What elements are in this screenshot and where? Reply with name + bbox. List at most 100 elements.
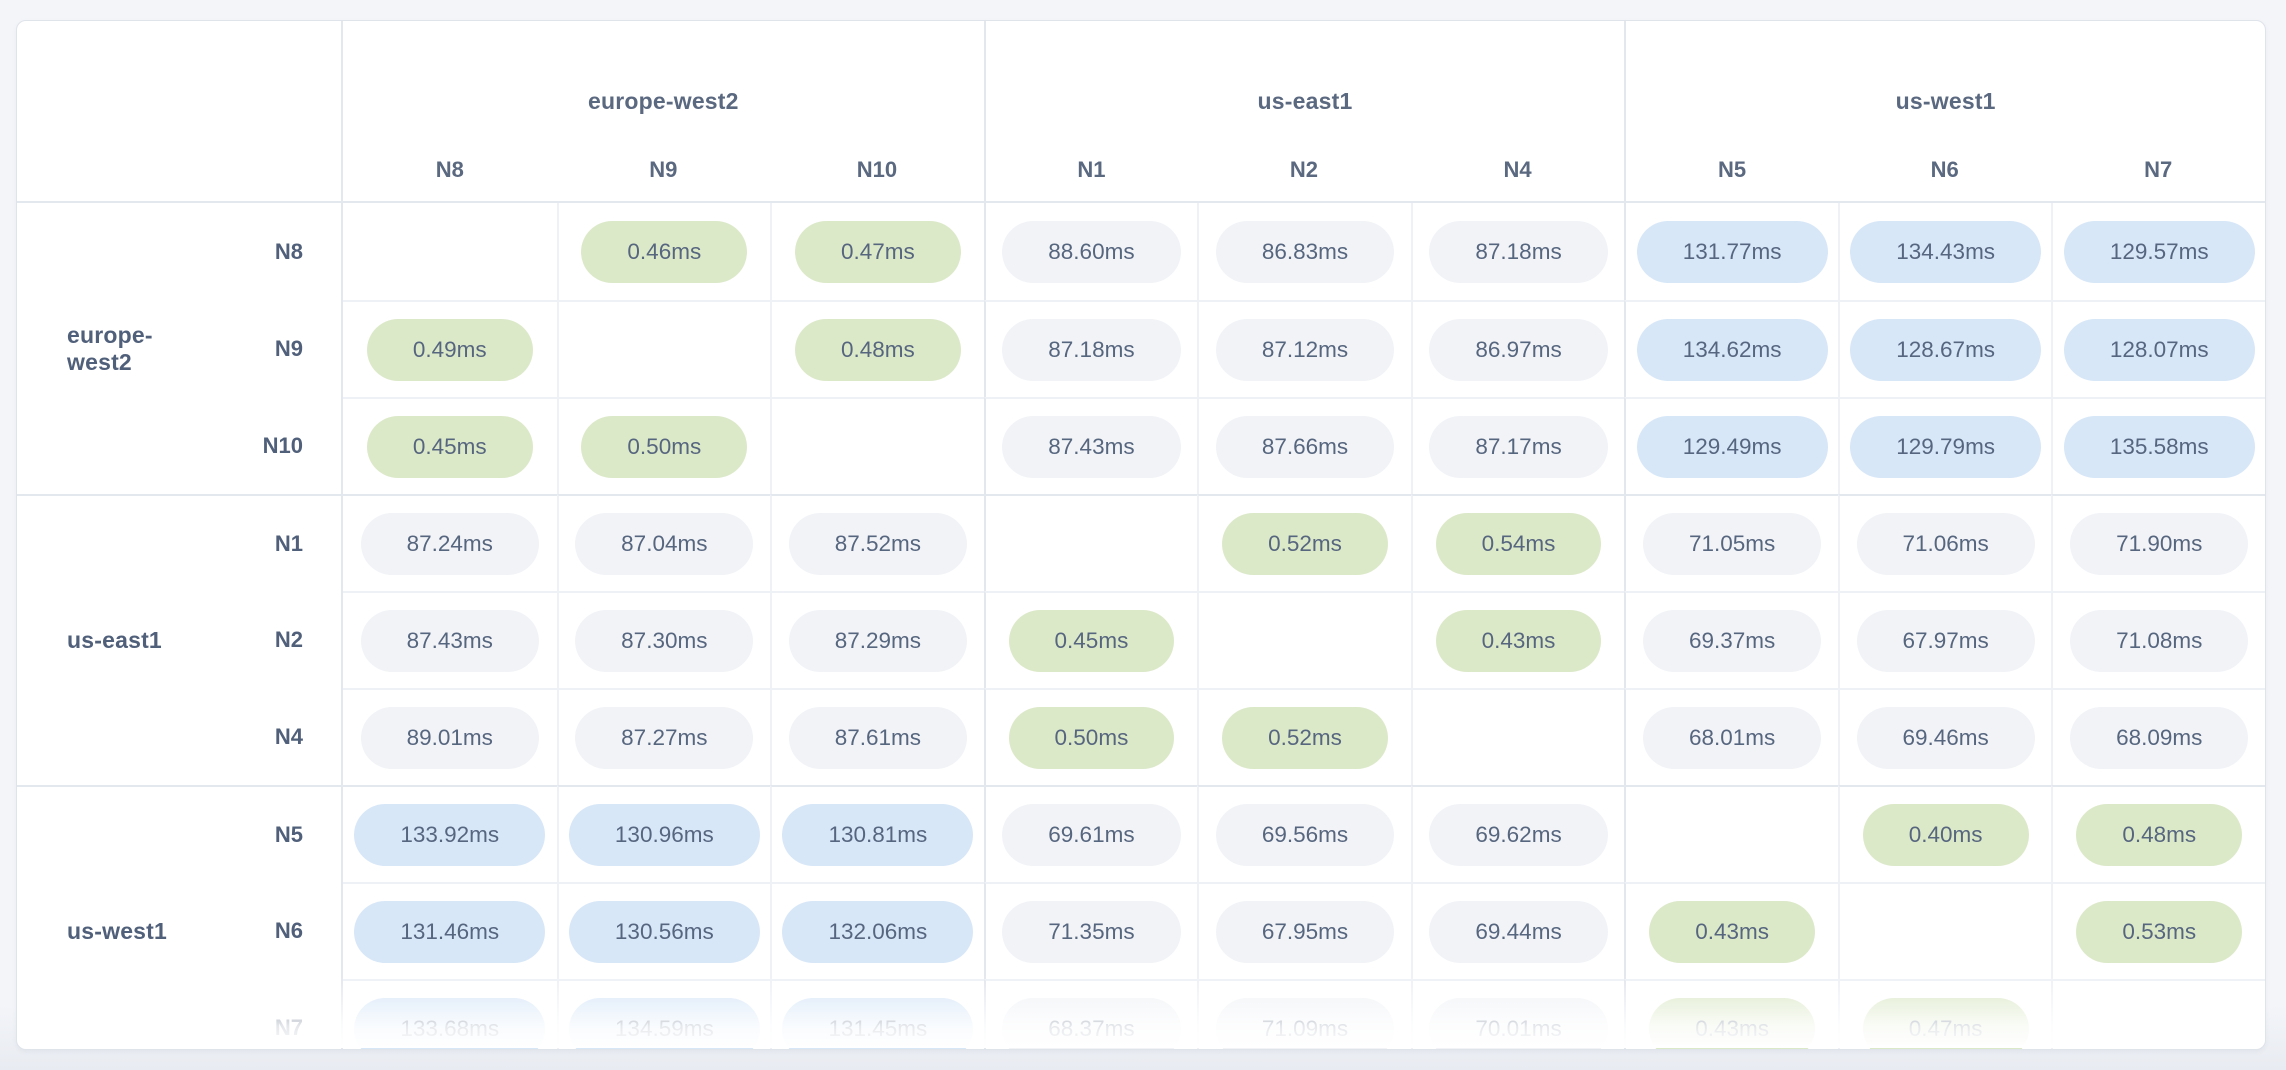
latency-pill: 68.01ms bbox=[1642, 706, 1822, 769]
latency-pill: 68.37ms bbox=[1002, 997, 1181, 1049]
row-node-label: N6 bbox=[274, 918, 303, 944]
latency-pill: 87.27ms bbox=[575, 706, 754, 769]
latency-cell: 133.68ms bbox=[343, 979, 557, 1049]
latency-cell: 0.43ms bbox=[1624, 979, 1838, 1049]
column-group-label: us-east1 bbox=[1257, 88, 1353, 114]
column-node-header: N10 bbox=[770, 139, 984, 203]
latency-pill: 87.29ms bbox=[788, 609, 968, 672]
latency-pill: 69.56ms bbox=[1215, 803, 1395, 866]
latency-pill: 87.12ms bbox=[1215, 318, 1395, 381]
latency-cell: 0.53ms bbox=[2051, 882, 2265, 979]
latency-pill: 134.59ms bbox=[568, 997, 760, 1049]
latency-cell: 69.62ms bbox=[1410, 785, 1625, 882]
latency-pill: 69.61ms bbox=[1002, 803, 1181, 866]
latency-pill: 69.46ms bbox=[1856, 706, 2035, 769]
latency-cell: 68.01ms bbox=[1624, 688, 1838, 785]
latency-pill: 87.66ms bbox=[1215, 415, 1395, 478]
latency-cell: 129.79ms bbox=[1837, 397, 2052, 494]
latency-pill: 0.50ms bbox=[581, 415, 748, 478]
latency-cell bbox=[770, 397, 984, 494]
row-node-label: N10 bbox=[262, 432, 303, 458]
latency-cell: 87.61ms bbox=[770, 688, 984, 785]
latency-pill: 0.50ms bbox=[1008, 706, 1175, 769]
latency-pill: 70.01ms bbox=[1429, 997, 1608, 1049]
column-group-header: europe-west2 bbox=[343, 21, 984, 139]
latency-pill: 0.52ms bbox=[1222, 512, 1388, 575]
row-node-label: N1 bbox=[274, 531, 303, 557]
latency-pill: 67.97ms bbox=[1856, 609, 2035, 672]
latency-pill: 88.60ms bbox=[1002, 220, 1181, 283]
latency-pill: 71.09ms bbox=[1215, 997, 1395, 1049]
latency-cell bbox=[343, 203, 557, 300]
latency-cell: 0.48ms bbox=[770, 300, 984, 397]
column-node-header: N6 bbox=[1837, 139, 2052, 203]
latency-pill: 0.54ms bbox=[1435, 512, 1602, 575]
latency-pill: 131.45ms bbox=[782, 997, 974, 1049]
latency-pill: 89.01ms bbox=[360, 706, 539, 769]
latency-pill: 131.46ms bbox=[354, 900, 546, 963]
latency-cell: 130.96ms bbox=[556, 785, 771, 882]
latency-pill: 133.92ms bbox=[354, 803, 546, 866]
latency-cell: 0.50ms bbox=[556, 397, 771, 494]
latency-cell: 71.35ms bbox=[983, 882, 1198, 979]
column-node-header: N5 bbox=[1624, 139, 1838, 203]
latency-pill: 0.45ms bbox=[1008, 609, 1175, 672]
latency-pill: 131.77ms bbox=[1636, 220, 1828, 283]
latency-matrix-card: europe-west2 N8 N9 N10 us-east1 N1 N2 N4 us-west… bbox=[16, 20, 2266, 1050]
latency-cell: 132.06ms bbox=[770, 882, 984, 979]
latency-cell: 0.45ms bbox=[343, 397, 557, 494]
latency-pill: 128.07ms bbox=[2063, 318, 2255, 381]
latency-cell: 0.54ms bbox=[1410, 494, 1625, 591]
latency-cell: 87.29ms bbox=[770, 591, 984, 688]
latency-cell: 87.18ms bbox=[983, 300, 1198, 397]
latency-pill: 87.04ms bbox=[575, 512, 754, 575]
latency-cell: 133.92ms bbox=[343, 785, 557, 882]
latency-cell: 69.46ms bbox=[1837, 688, 2052, 785]
latency-pill: 134.43ms bbox=[1850, 220, 2042, 283]
latency-cell: 87.04ms bbox=[556, 494, 771, 591]
latency-pill: 0.43ms bbox=[1649, 997, 1815, 1049]
latency-cell: 71.08ms bbox=[2051, 591, 2265, 688]
latency-pill: 87.43ms bbox=[1002, 415, 1181, 478]
latency-cell: 129.49ms bbox=[1624, 397, 1838, 494]
latency-pill: 71.35ms bbox=[1002, 900, 1181, 963]
latency-cell bbox=[1410, 688, 1625, 785]
latency-pill: 130.96ms bbox=[568, 803, 760, 866]
latency-cell: 128.07ms bbox=[2051, 300, 2265, 397]
latency-pill: 129.57ms bbox=[2063, 220, 2255, 283]
latency-pill: 86.83ms bbox=[1215, 220, 1395, 283]
latency-pill: 133.68ms bbox=[354, 997, 546, 1049]
latency-pill: 0.49ms bbox=[366, 318, 533, 381]
latency-cell: 134.62ms bbox=[1624, 300, 1838, 397]
latency-cell: 88.60ms bbox=[983, 203, 1198, 300]
latency-cell: 0.48ms bbox=[2051, 785, 2265, 882]
latency-cell: 69.44ms bbox=[1410, 882, 1625, 979]
column-group-header: us-east1 bbox=[983, 21, 1625, 139]
column-node-header: N2 bbox=[1197, 139, 1411, 203]
latency-cell bbox=[1197, 591, 1411, 688]
latency-pill: 87.61ms bbox=[788, 706, 968, 769]
latency-cell bbox=[2051, 979, 2265, 1049]
row-region-name: europe-west2 bbox=[67, 321, 153, 375]
latency-cell: 86.97ms bbox=[1410, 300, 1625, 397]
latency-cell: 87.43ms bbox=[983, 397, 1198, 494]
latency-pill: 86.97ms bbox=[1429, 318, 1608, 381]
matrix-corner-cell bbox=[17, 21, 343, 203]
latency-pill: 87.52ms bbox=[788, 512, 968, 575]
column-node-header: N4 bbox=[1410, 139, 1625, 203]
latency-pill: 87.17ms bbox=[1429, 415, 1608, 478]
latency-pill: 71.05ms bbox=[1642, 512, 1822, 575]
latency-pill: 87.43ms bbox=[360, 609, 539, 672]
row-region-name: us-east1 bbox=[67, 627, 162, 653]
latency-cell bbox=[1837, 882, 2052, 979]
row-node-label: N9 bbox=[274, 335, 303, 361]
latency-cell: 71.05ms bbox=[1624, 494, 1838, 591]
latency-cell: 71.06ms bbox=[1837, 494, 2052, 591]
latency-pill: 132.06ms bbox=[782, 900, 974, 963]
latency-cell: 87.24ms bbox=[343, 494, 557, 591]
latency-cell: 69.37ms bbox=[1624, 591, 1838, 688]
row-node-label: N5 bbox=[274, 822, 303, 848]
latency-cell: 86.83ms bbox=[1197, 203, 1411, 300]
column-group-label: us-west1 bbox=[1895, 88, 1996, 114]
latency-cell: 89.01ms bbox=[343, 688, 557, 785]
